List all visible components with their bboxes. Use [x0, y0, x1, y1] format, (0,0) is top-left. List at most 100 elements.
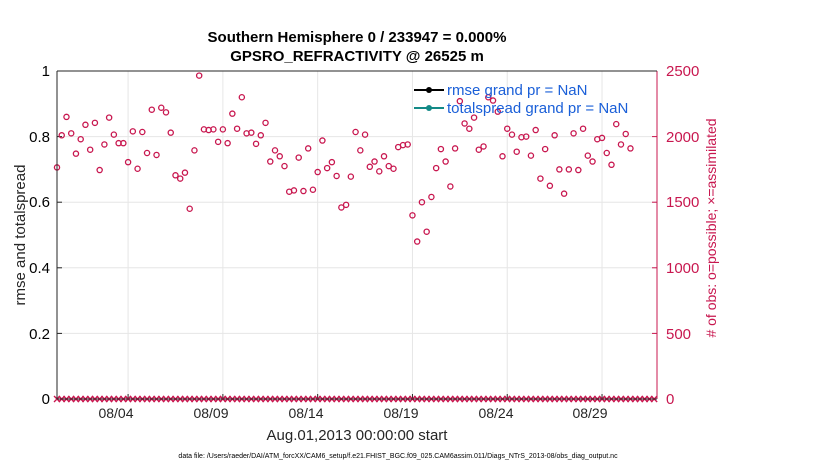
x-tick-label: 08/24 [478, 405, 513, 421]
right-tick-label: 500 [666, 326, 691, 343]
possible-point [418, 198, 426, 206]
possible-point [304, 145, 312, 152]
possible-point [229, 110, 236, 117]
possible-point [603, 149, 611, 157]
possible-point [494, 108, 502, 115]
legend-label-totalspread: totalspread grand pr = NaN [447, 100, 628, 117]
possible-point [290, 187, 298, 194]
possible-point [627, 145, 634, 152]
possible-point [622, 130, 629, 138]
possible-point [404, 141, 411, 148]
possible-point [560, 190, 568, 197]
x-tick-label: 08/09 [193, 405, 228, 421]
plot-area [57, 71, 657, 399]
possible-point [409, 212, 416, 219]
possible-point [556, 166, 563, 173]
possible-point [186, 205, 193, 213]
possible-point [352, 128, 359, 136]
possible-point [162, 109, 170, 116]
possible-point [503, 125, 511, 132]
possible-point [485, 93, 492, 101]
possible-point [342, 201, 350, 209]
possible-point [612, 120, 620, 128]
possible-point [120, 139, 127, 147]
possible-point [309, 186, 317, 193]
possible-point [124, 158, 132, 166]
possible-point [608, 161, 615, 169]
x-axis-label: Aug.01,2013 00:00:00 start [267, 427, 449, 444]
left-tick-label: 0.2 [29, 326, 50, 343]
possible-point [423, 228, 430, 235]
x-tick-label: 08/04 [98, 405, 133, 421]
chart-subtitle: GPSRO_REFRACTIVITY @ 26525 m [230, 48, 484, 65]
possible-point [575, 166, 582, 174]
possible-point [82, 121, 89, 129]
possible-point [148, 106, 156, 113]
possible-point [238, 93, 246, 101]
possible-point [72, 150, 80, 157]
possible-point [295, 154, 302, 161]
possible-point [584, 152, 592, 159]
legend: rmse grand pr = NaN totalspread grand pr… [414, 82, 628, 117]
possible-point [579, 125, 587, 132]
possible-point [551, 132, 558, 139]
possible-point [219, 126, 227, 133]
possible-point [475, 146, 483, 153]
possible-point [134, 165, 141, 172]
possible-point [191, 147, 198, 154]
possible-point [63, 113, 70, 121]
legend-marker-totalspread [426, 105, 432, 111]
x-tick-label: 08/29 [572, 405, 607, 421]
possible-point [281, 162, 288, 170]
possible-point [262, 119, 269, 127]
possible-point [513, 148, 520, 155]
possible-point [195, 72, 203, 79]
possible-point [508, 131, 516, 138]
possible-point [589, 158, 596, 165]
data-file-footnote: data file: /Users/raeder/DAI/ATM_forcXX/… [178, 453, 618, 460]
possible-point [451, 145, 459, 152]
y-axis-label-right: # of obs: o=possible; ×=assimilated [703, 118, 719, 337]
right-tick-label: 2000 [666, 129, 699, 146]
possible-point [323, 164, 331, 172]
right-tick-label: 1000 [666, 260, 699, 277]
possible-point [319, 137, 326, 144]
possible-point [541, 145, 549, 153]
possible-point [617, 141, 625, 148]
possible-point [428, 193, 435, 201]
possible-point [105, 114, 113, 121]
possible-point [176, 175, 184, 182]
x-tick-label: 08/14 [288, 405, 323, 421]
possible-point [347, 173, 355, 180]
left-tick-label: 1 [42, 63, 50, 80]
possible-point [77, 135, 84, 143]
possible-point [158, 104, 165, 111]
left-tick-label: 0 [42, 391, 50, 408]
possible-point [470, 114, 478, 121]
possible-point [181, 169, 189, 176]
possible-point [480, 143, 487, 150]
possible-point [385, 162, 393, 170]
possible-point [537, 175, 544, 182]
possible-point [58, 132, 65, 139]
possible-point [338, 204, 345, 211]
possible-point [252, 140, 260, 148]
possible-point [271, 147, 279, 154]
possible-point [153, 151, 160, 159]
possible-point [267, 158, 274, 165]
possible-point [139, 128, 146, 136]
possible-point [447, 183, 454, 190]
right-tick-label: 0 [666, 391, 674, 408]
possible-point [86, 146, 94, 153]
x-tick-label: 08/19 [383, 405, 418, 421]
possible-point [390, 165, 397, 172]
possible-point [167, 129, 174, 136]
left-tick-label: 0.8 [29, 129, 50, 146]
possible-point [129, 128, 137, 135]
possible-point [598, 134, 606, 142]
possible-point [466, 125, 473, 132]
possible-point [380, 153, 388, 160]
possible-point [67, 130, 75, 137]
possible-point [276, 153, 283, 160]
